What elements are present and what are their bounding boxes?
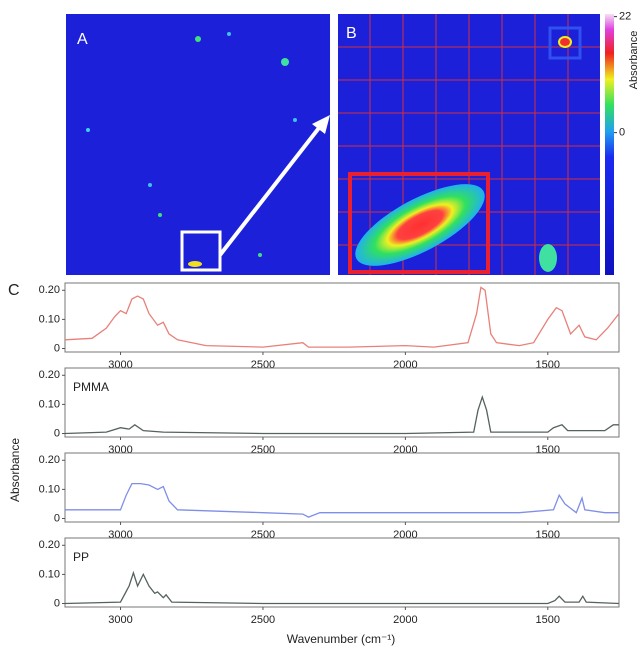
- spectrum: [64, 286, 620, 348]
- spectrum: [64, 395, 619, 435]
- y-tick-label: 0.20: [39, 369, 60, 381]
- y-tick-label: 0.10: [39, 568, 60, 580]
- colorbar-label: Absorbance: [628, 31, 640, 90]
- y-tick-label: 0: [54, 427, 60, 439]
- x-tick-label: 1500: [536, 529, 560, 541]
- plot-frame: [64, 367, 620, 438]
- y-tick-label: 0: [54, 597, 60, 609]
- x-tick-label: 2500: [251, 444, 275, 456]
- y-axis-label: Absorbance: [8, 438, 22, 502]
- x-tick-label: 3000: [108, 614, 132, 626]
- x-tick-label: 1500: [536, 359, 560, 371]
- panel-label: A: [77, 31, 88, 48]
- y-tick-label: 0: [54, 512, 60, 524]
- x-tick-label: 2500: [251, 359, 275, 371]
- colorbar: [605, 14, 614, 275]
- y-tick-label: 0.10: [39, 483, 60, 495]
- plot-frame: [64, 452, 620, 523]
- image-a: [66, 14, 330, 275]
- y-tick-label: 0.10: [39, 313, 60, 325]
- y-tick-label: 0.10: [39, 398, 60, 410]
- y-tick-label: 0.20: [39, 284, 60, 296]
- plot-frame: [64, 537, 620, 608]
- spectrum-label: PP: [73, 550, 89, 564]
- colorbar-tick-label: 22: [619, 11, 631, 23]
- x-tick-label: 2500: [251, 529, 275, 541]
- x-tick-label: 2000: [393, 359, 417, 371]
- x-tick-label: 2000: [393, 614, 417, 626]
- image-b: [338, 14, 600, 275]
- spectrum: [65, 482, 619, 518]
- plot-frame: [64, 282, 620, 353]
- x-tick-label: 2500: [251, 614, 275, 626]
- y-tick-label: 0: [54, 342, 60, 354]
- x-tick-label: 1500: [536, 614, 560, 626]
- x-axis-label: Wavenumber (cm⁻¹): [287, 632, 396, 646]
- x-tick-label: 3000: [108, 529, 132, 541]
- x-tick-label: 2000: [393, 529, 417, 541]
- panel-label: B: [346, 25, 357, 42]
- spectrum: [64, 570, 620, 605]
- y-tick-label: 0.20: [39, 454, 60, 466]
- x-tick-label: 1500: [536, 444, 560, 456]
- colorbar-tick-label: 0: [619, 127, 625, 139]
- x-tick-label: 2000: [393, 444, 417, 456]
- y-tick-label: 0.20: [39, 539, 60, 551]
- x-tick-label: 3000: [108, 444, 132, 456]
- x-tick-label: 3000: [108, 359, 132, 371]
- spectrum-label: PMMA: [73, 380, 109, 394]
- panel-label: C: [8, 282, 20, 299]
- arrow: [218, 115, 330, 257]
